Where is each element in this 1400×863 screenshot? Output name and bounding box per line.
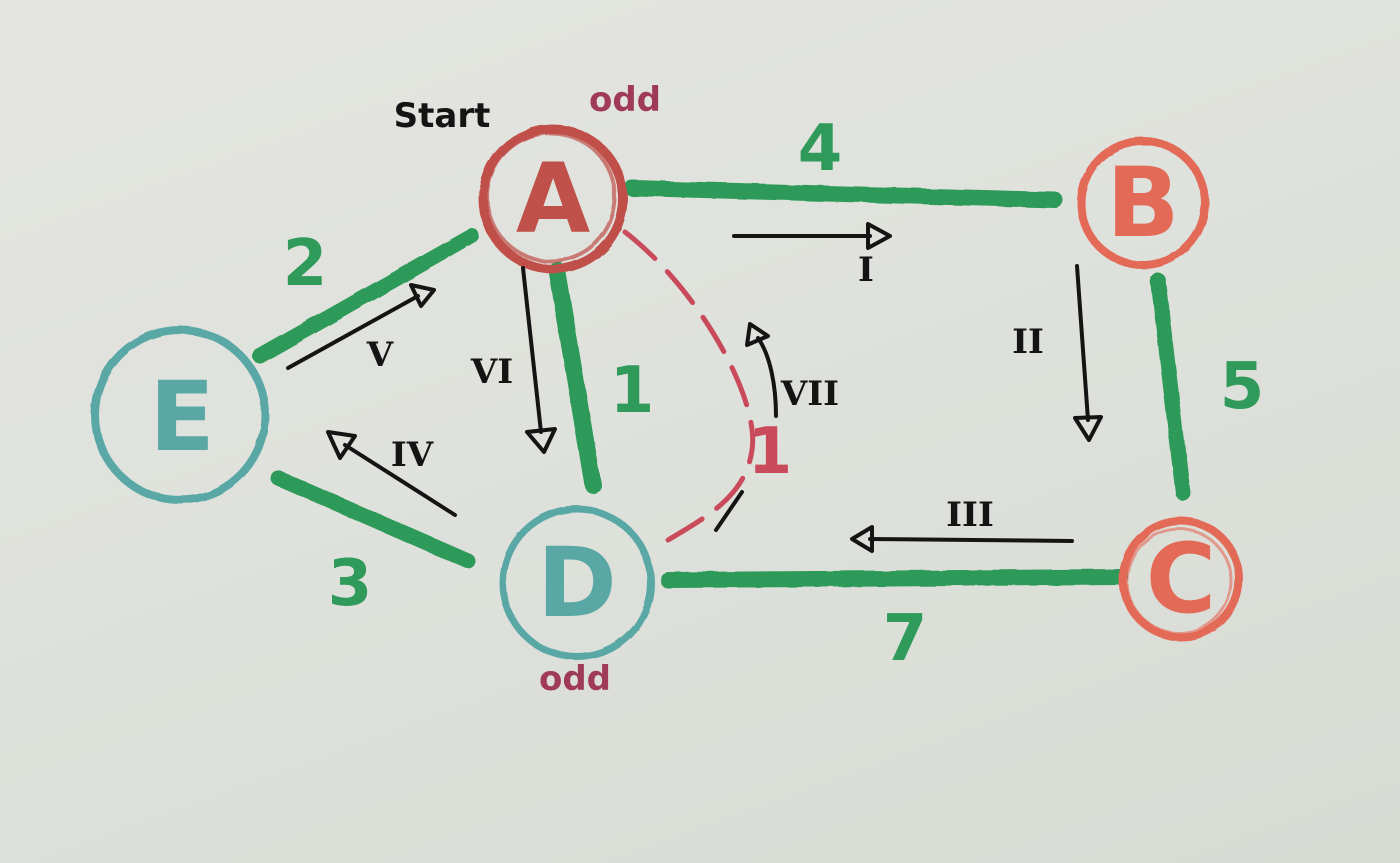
edge-a-b [632,188,1055,200]
arrow-step-6-head [527,429,555,452]
step-label-7: VII [780,374,839,414]
arrow-step-7 [758,338,776,416]
edge-e-d [278,478,468,561]
weight-a-d: 1 [610,354,655,428]
step-label-2: II [1012,322,1044,362]
edge-b-c [1158,280,1183,493]
edge-a-d [557,270,593,485]
start-label: Start [394,96,491,136]
arrow-step-2 [1077,266,1088,420]
arrow-step-6 [523,268,541,432]
node-d-label: D [537,527,617,639]
weight-a-d-dashed: 1 [748,415,793,489]
weight-a-b: 4 [798,112,843,186]
odd-label-a: odd [589,80,661,120]
arrow-step-3 [870,539,1072,541]
weight-a-e: 2 [283,227,328,301]
arrow-step-7-head [747,324,768,345]
node-e-label: E [149,361,215,473]
node-c-label: C [1146,523,1216,635]
node-a-label: A [516,143,590,255]
step-label-1: I [858,250,874,290]
step-label-3: III [946,495,994,535]
weight-b-c: 5 [1220,350,1265,424]
arrow-step-4-head [328,432,355,458]
weight-c-d: 7 [883,602,928,676]
step-label-6: VI [470,352,513,392]
step-label-4: IV [391,435,434,475]
node-b-label: B [1106,147,1179,259]
weight-e-d: 3 [328,547,373,621]
odd-label-d: odd [539,659,611,699]
arrow-step-5-head [411,285,434,306]
edge-c-d [668,577,1120,580]
step-label-5: V [366,335,394,375]
